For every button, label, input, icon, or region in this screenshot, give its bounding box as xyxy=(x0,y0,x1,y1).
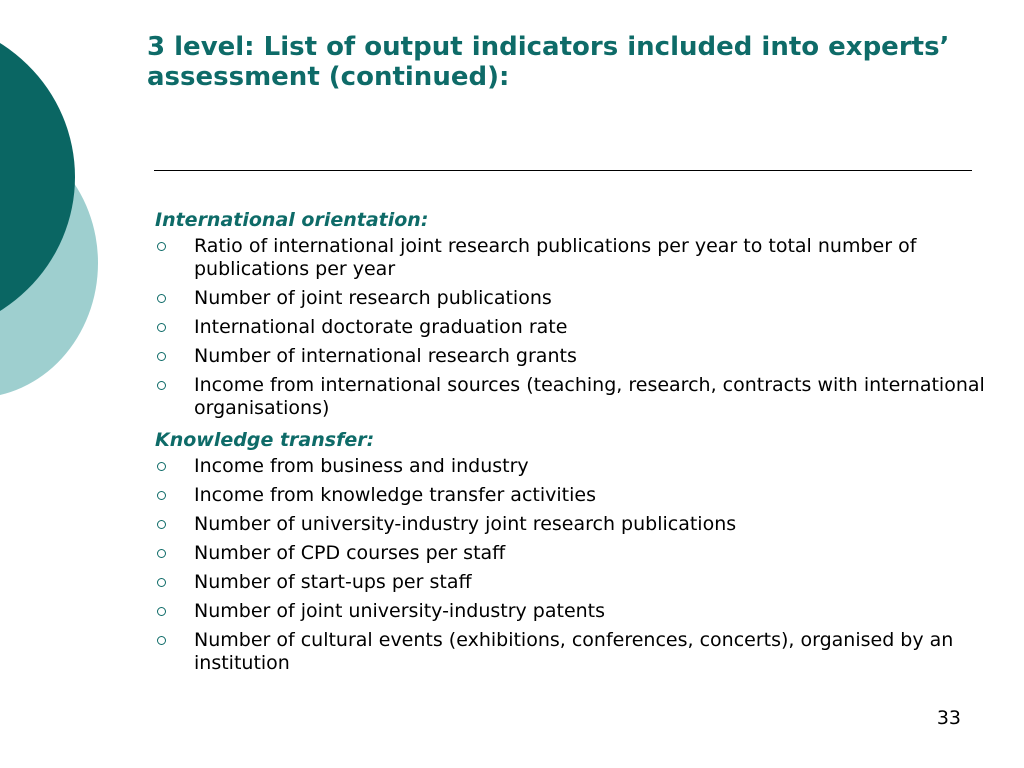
circle-bullet-icon xyxy=(157,323,166,332)
list-item: Number of international research grants xyxy=(155,345,985,368)
circle-bullet-icon xyxy=(157,607,166,616)
circle-bullet-icon xyxy=(157,636,166,645)
list-item: Number of start-ups per staff xyxy=(155,571,985,594)
list-item-text: Income from business and industry xyxy=(194,455,529,477)
list-item-text: Number of joint university-industry pate… xyxy=(194,600,606,622)
list-item-text: Income from knowledge transfer activitie… xyxy=(194,484,596,506)
circle-bullet-icon xyxy=(157,462,166,471)
list-item: Income from international sources (teach… xyxy=(155,374,985,420)
list-item: Number of CPD courses per staff xyxy=(155,542,985,565)
list-item-text: Number of CPD courses per staff xyxy=(194,542,506,564)
list-item-text: International doctorate graduation rate xyxy=(194,316,568,338)
circle-bullet-icon xyxy=(157,352,166,361)
list-item: Number of university-industry joint rese… xyxy=(155,513,985,536)
list-item: Number of cultural events (exhibitions, … xyxy=(155,629,985,675)
list-item-text: Ratio of international joint research pu… xyxy=(194,235,917,280)
knowledge-transfer-list: Income from business and industry Income… xyxy=(155,455,985,675)
international-orientation-list: Ratio of international joint research pu… xyxy=(155,235,985,420)
list-item: Number of joint university-industry pate… xyxy=(155,600,985,623)
list-item: Ratio of international joint research pu… xyxy=(155,235,985,281)
list-item-text: Number of international research grants xyxy=(194,345,577,367)
circle-bullet-icon xyxy=(157,381,166,390)
circle-bullet-icon xyxy=(157,578,166,587)
list-item-text: Number of joint research publications xyxy=(194,287,552,309)
list-item: Number of joint research publications xyxy=(155,287,985,310)
list-item-text: Number of university-industry joint rese… xyxy=(194,513,737,535)
slide-title-line-1: 3 level: List of output indicators inclu… xyxy=(147,32,950,62)
slide-title: 3 level: List of output indicators inclu… xyxy=(147,32,987,92)
circle-bullet-icon xyxy=(157,520,166,529)
slide-content: International orientation: Ratio of inte… xyxy=(155,206,985,681)
circle-bullet-icon xyxy=(157,294,166,303)
circle-bullet-icon xyxy=(157,491,166,500)
list-item: Income from knowledge transfer activitie… xyxy=(155,484,985,507)
circle-bullet-icon xyxy=(157,549,166,558)
list-item-text: Number of cultural events (exhibitions, … xyxy=(194,629,954,674)
section-heading-knowledge-transfer: Knowledge transfer: xyxy=(155,429,375,451)
section-heading-international-orientation: International orientation: xyxy=(155,209,429,231)
list-item: Income from business and industry xyxy=(155,455,985,478)
slide-title-line-2: assessment (continued): xyxy=(147,62,510,92)
circle-bullet-icon xyxy=(157,242,166,251)
list-item: International doctorate graduation rate xyxy=(155,316,985,339)
list-item-text: Income from international sources (teach… xyxy=(194,374,985,419)
list-item-text: Number of start-ups per staff xyxy=(194,571,472,593)
title-divider xyxy=(154,170,972,171)
page-number: 33 xyxy=(936,707,961,729)
